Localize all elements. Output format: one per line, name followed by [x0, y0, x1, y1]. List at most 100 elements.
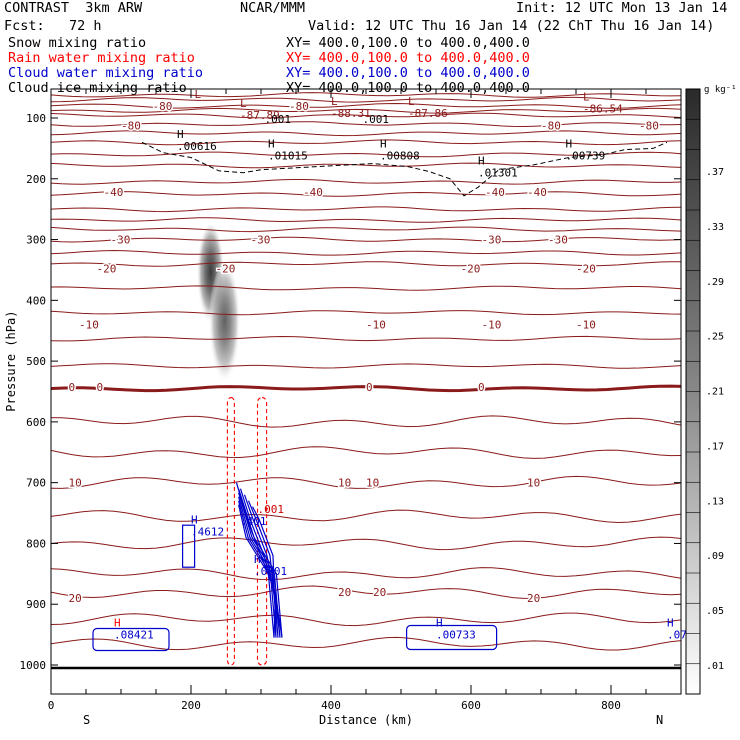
colorbar-tick-label: .33 — [706, 222, 724, 233]
temperature-contour — [50, 217, 682, 223]
temperature-label: -20 — [216, 263, 236, 276]
rain-contour-label: .001 — [258, 503, 285, 516]
temperature-contour — [50, 92, 682, 98]
temperature-contour — [50, 285, 682, 291]
extremum-mark: L — [240, 97, 247, 110]
temperature-contour — [50, 536, 682, 551]
temperature-contour — [50, 162, 682, 169]
extremum-value: .01015 — [268, 150, 308, 163]
extremum-mark: H — [566, 138, 573, 151]
temperature-label: 0 — [69, 381, 76, 394]
init-label: Init: 12 UTC Mon 13 Jan 14 — [516, 0, 728, 16]
temperature-contour — [50, 636, 682, 651]
y-tick-label: 900 — [26, 598, 46, 611]
temperature-contour — [50, 384, 682, 393]
extremum-value: -87.86 — [408, 107, 448, 120]
temperature-label: -20 — [97, 263, 117, 276]
temperature-label: -80 — [639, 119, 659, 132]
rain-contour — [256, 397, 268, 666]
cloud-water-contour — [238, 494, 279, 638]
temperature-contour — [50, 310, 682, 316]
colorbar-tick-label: .13 — [706, 496, 724, 507]
temperature-label: -80 — [153, 100, 173, 113]
temperature-contour — [50, 585, 682, 599]
temperature-label: -40 — [527, 186, 547, 199]
y-tick-label: 200 — [26, 173, 46, 186]
legend-snow-xy: XY= 400.0,100.0 to 400.0,400.0 — [286, 35, 530, 51]
cloud-water-contour — [238, 488, 281, 638]
temperature-contour — [50, 446, 682, 459]
temperature-contour — [50, 151, 682, 158]
rain-contour — [226, 397, 235, 666]
temperature-contour — [50, 112, 682, 119]
temperature-label: -40 — [485, 186, 505, 199]
temperature-label: -40 — [303, 186, 323, 199]
valid-label: Valid: 12 UTC Thu 16 Jan 14 (22 ChT Thu … — [308, 18, 715, 34]
legend-cloudwater-xy: XY= 400.0,100.0 to 400.0,400.0 — [286, 65, 530, 81]
temperature-label: -30 — [482, 234, 502, 247]
y-axis-label: Pressure (hPa) — [4, 311, 18, 412]
temperature-label: -80 — [121, 119, 141, 132]
temperature-contour — [50, 261, 681, 267]
extremum-value: .0001 — [254, 565, 287, 578]
tropopause-contour — [141, 141, 668, 197]
legend-rain-xy: XY= 400.0,100.0 to 400.0,400.0 — [286, 50, 530, 66]
temperature-contour — [50, 179, 682, 185]
temperature-label: 0 — [366, 381, 373, 394]
y-tick-label: 400 — [26, 294, 46, 307]
x-tick-label: 400 — [321, 699, 341, 712]
temperature-contour — [50, 236, 682, 243]
colorbar-tick-label: .25 — [706, 332, 724, 343]
temperature-label: 10 — [69, 477, 82, 490]
cloud-water-contour — [238, 504, 276, 638]
extremum-value: .001 — [265, 113, 292, 126]
end-label-south: S — [83, 713, 90, 727]
temperature-label: -30 — [548, 234, 568, 247]
extremum-value: .001 — [363, 113, 390, 126]
cloud-water-contour — [406, 624, 498, 651]
extremum-mark: L — [195, 88, 202, 101]
y-tick-label: 100 — [26, 112, 46, 125]
colorbar-tick-label: .29 — [706, 277, 724, 288]
legend-cloudwater-label: Cloud water mixing ratio — [8, 65, 204, 81]
extremum-value: -87.89 — [240, 109, 280, 122]
x-tick-label: 800 — [601, 699, 621, 712]
extremum-mark: H — [380, 138, 387, 151]
temperature-contour — [50, 567, 682, 581]
legend-snow-label: Snow mixing ratio — [8, 35, 147, 51]
temperature-contour — [50, 206, 682, 213]
x-axis-label: Distance (km) — [319, 713, 413, 727]
extremum-mark: L — [583, 90, 590, 103]
extremum-mark: L — [331, 95, 338, 108]
temperature-contour — [50, 612, 682, 627]
extremum-value: -86.54 — [583, 102, 623, 115]
temperature-label: -10 — [366, 319, 386, 332]
x-tick-label: 200 — [181, 699, 201, 712]
temperature-label: 10 — [527, 477, 540, 490]
temperature-contour — [50, 102, 682, 109]
extremum-value: .00616 — [177, 140, 217, 153]
temperature-contour — [50, 121, 682, 128]
temperature-contour — [50, 363, 682, 369]
temperature-contour — [50, 139, 682, 146]
colorbar-tick-label: .17 — [706, 441, 724, 452]
colorbar-tick-label: .09 — [706, 551, 724, 562]
temperature-label: -30 — [111, 234, 131, 247]
y-tick-label: 700 — [26, 477, 46, 490]
temperature-label: 0 — [97, 381, 104, 394]
extremum-mark: H — [436, 617, 443, 630]
colorbar-unit: g kg⁻¹ — [704, 85, 737, 95]
extremum-mark: L — [408, 95, 415, 108]
temperature-contour — [50, 130, 682, 137]
cloud-water-contour — [92, 627, 170, 652]
legend-rain-label: Rain water mixing ratio — [8, 50, 195, 66]
y-tick-label: 500 — [26, 355, 46, 368]
temperature-contour — [50, 335, 682, 342]
cloud-water-contour — [182, 524, 196, 568]
extremum-mark: H — [478, 155, 485, 168]
extremum-mark: H — [114, 617, 121, 630]
x-tick-label: 0 — [48, 699, 55, 712]
y-tick-label: 1000 — [20, 659, 47, 672]
snow-plume — [208, 265, 241, 390]
extremum-value: .00808 — [380, 150, 420, 163]
